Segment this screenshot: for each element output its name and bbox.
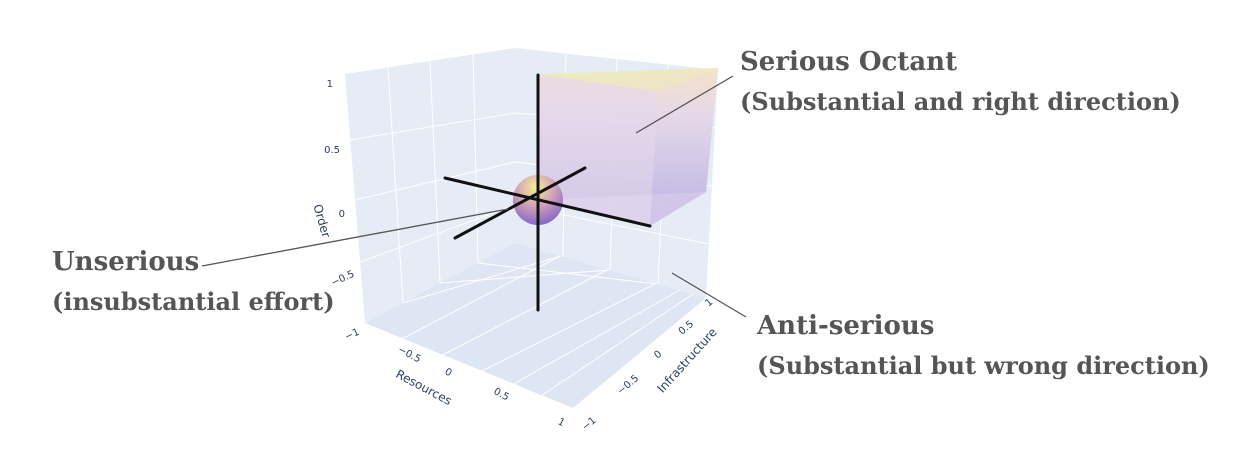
serious-title: Serious Octant (740, 47, 957, 77)
x-tick: 0.5 (492, 386, 511, 403)
serious-subtitle: (Substantial and right direction) (740, 87, 1181, 116)
annotation-unserious: Unserious (insubstantial effort) (52, 247, 335, 316)
unserious-subtitle: (insubstantial effort) (52, 287, 335, 316)
z-tick: 0.5 (324, 145, 340, 156)
anti-title: Anti-serious (756, 311, 934, 341)
z-axis-title: Order (310, 203, 333, 240)
anti-subtitle: (Substantial but wrong direction) (757, 351, 1210, 380)
y-tick: −1 (580, 415, 598, 433)
x-tick: 1 (556, 416, 567, 429)
y-axis-title: Infrastructure (654, 325, 719, 395)
annotation-serious: Serious Octant (Substantial and right di… (740, 47, 1181, 116)
z-tick: 1 (327, 79, 333, 90)
serious-octant (538, 68, 718, 226)
x-tick: −0.5 (396, 344, 423, 365)
z-tick: 0 (339, 209, 345, 220)
x-tick: 0 (443, 366, 454, 379)
z-tick: −0.5 (330, 269, 357, 289)
y-tick: 0 (652, 349, 664, 362)
y-tick: −0.5 (616, 373, 642, 397)
annotation-anti: Anti-serious (Substantial but wrong dire… (756, 311, 1210, 380)
floor-pane (365, 243, 706, 408)
z-tick: −1 (343, 327, 361, 343)
y-tick: 0.5 (677, 319, 696, 338)
y-tick: 1 (703, 297, 715, 310)
unserious-title: Unserious (52, 247, 199, 277)
annotation-leaders (201, 75, 747, 318)
back-pane-left (345, 48, 515, 323)
axis-lines (443, 73, 652, 312)
